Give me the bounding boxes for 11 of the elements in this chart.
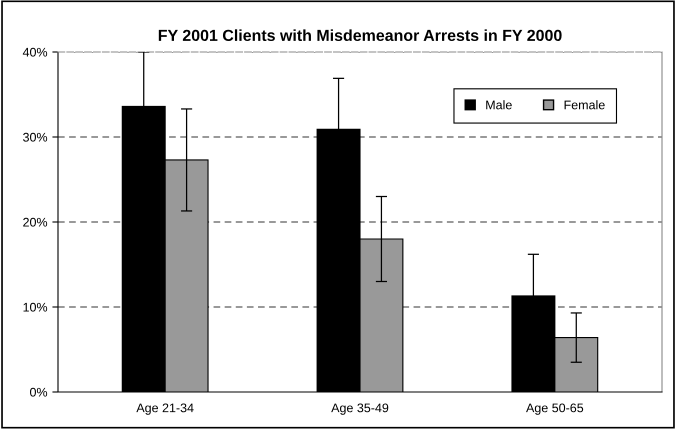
chart-title: FY 2001 Clients with Misdemeanor Arrests in FY 2000: [158, 29, 562, 42]
y-tick-label: 0%: [30, 388, 48, 397]
y-tick-label: 30%: [23, 132, 48, 142]
legend-label: Male: [486, 100, 512, 110]
y-tick-label: 20%: [23, 218, 48, 227]
x-tick-label: Age 50-65: [526, 403, 584, 415]
legend-label: Female: [564, 100, 605, 110]
x-tick-label: Age 35-49: [331, 403, 388, 415]
y-tick-label: 40%: [22, 48, 48, 57]
x-tick-label: Age 21-34: [136, 403, 194, 415]
y-tick-label: 10%: [24, 302, 48, 312]
